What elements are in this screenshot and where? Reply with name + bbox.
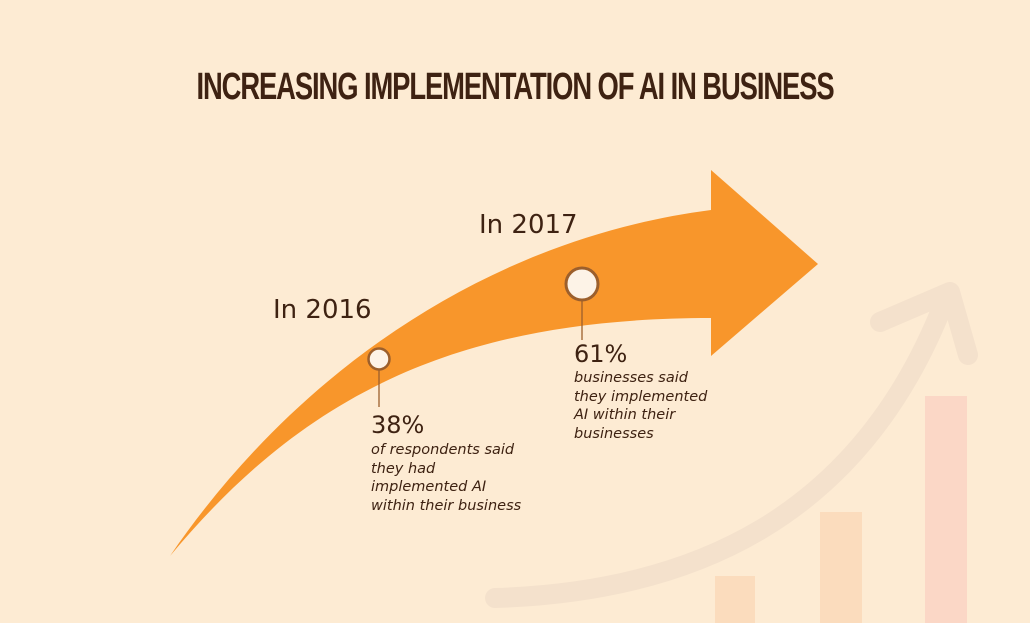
stat-value-2016: 38% xyxy=(371,411,425,439)
upward-trend-arrow-icon xyxy=(485,290,955,608)
stat-value-2017: 61% xyxy=(574,340,628,368)
stat-description-2017: businesses said they implemented AI with… xyxy=(574,369,707,443)
bar-chart-icon-bar-1 xyxy=(715,576,755,623)
bar-chart-icon-bar-2 xyxy=(820,512,862,623)
stat-description-line: businesses xyxy=(574,425,654,442)
stat-description-line: they had xyxy=(371,460,436,477)
stat-description-line: AI within their xyxy=(574,407,676,423)
growth-arrow xyxy=(170,170,818,556)
marker-2017 xyxy=(564,266,600,302)
year-label-2016: In 2016 xyxy=(273,295,372,325)
page-title: INCREASING IMPLEMENTATION OF AI IN BUSIN… xyxy=(196,66,834,108)
stat-description-2016: of respondents said they had implemented… xyxy=(371,441,521,515)
bar-chart-icon-bar-3 xyxy=(925,396,967,623)
stat-description-line: within their business xyxy=(371,497,522,514)
marker-2016 xyxy=(367,347,391,371)
year-label-2017: In 2017 xyxy=(479,210,578,240)
stat-description-line: implemented AI xyxy=(371,479,487,495)
stat-description-line: of respondents said xyxy=(371,442,515,458)
stat-description-line: they implemented xyxy=(574,388,708,405)
stat-description-line: businesses said xyxy=(574,370,688,386)
trend-arrowhead xyxy=(870,282,978,365)
